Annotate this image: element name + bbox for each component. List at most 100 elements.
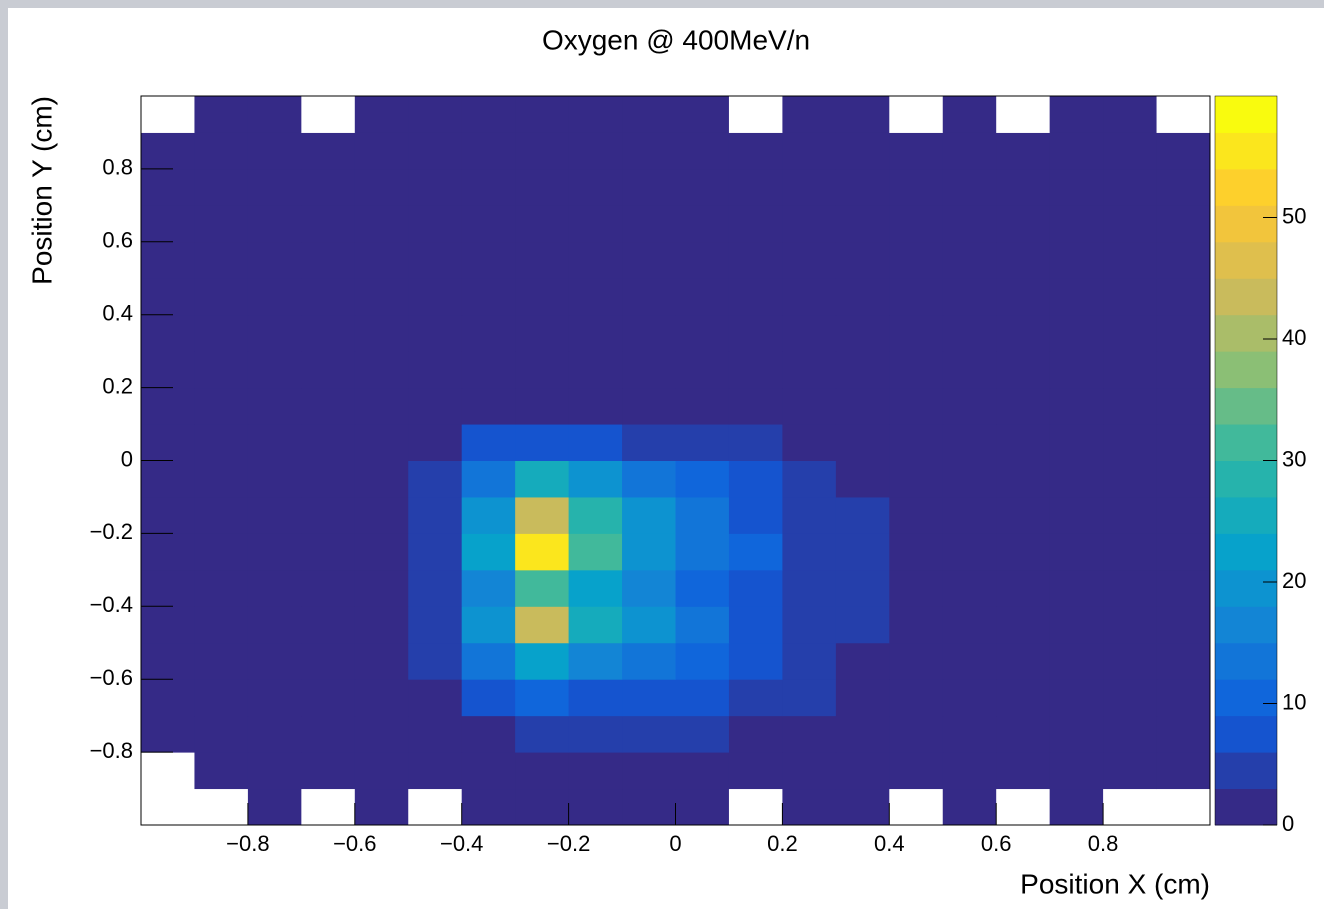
heat-cell bbox=[194, 606, 249, 644]
heat-cell bbox=[515, 496, 570, 534]
heat-cell bbox=[247, 496, 302, 534]
heat-cell bbox=[461, 569, 516, 607]
heat-cell bbox=[675, 679, 730, 717]
heat-cell bbox=[568, 241, 623, 279]
heat-cell bbox=[301, 241, 356, 279]
colorbar-tick-label: 0 bbox=[1282, 811, 1294, 836]
heat-cell bbox=[942, 569, 997, 607]
heat-cell bbox=[889, 715, 944, 753]
heat-cell bbox=[408, 351, 463, 389]
heat-cell bbox=[461, 205, 516, 243]
colorbar-tick-label: 30 bbox=[1282, 446, 1306, 471]
heat-cell bbox=[568, 460, 623, 498]
heat-cell bbox=[247, 460, 302, 498]
colorbar-band bbox=[1215, 132, 1277, 170]
colorbar-band bbox=[1215, 314, 1277, 352]
heat-cell bbox=[1103, 715, 1158, 753]
y-axis-label: Position Y (cm) bbox=[26, 96, 57, 285]
heat-cell bbox=[1049, 496, 1104, 534]
heat-cell bbox=[568, 168, 623, 206]
heat-cell bbox=[141, 278, 195, 316]
heat-cell bbox=[782, 314, 837, 352]
heat-cell bbox=[568, 606, 623, 644]
heat-cell bbox=[1049, 679, 1104, 717]
heat-cell bbox=[835, 569, 890, 607]
heat-cell bbox=[141, 569, 195, 607]
x-axis-label: Position X (cm) bbox=[1020, 868, 1210, 899]
heat-cell bbox=[515, 424, 570, 461]
heat-cell bbox=[782, 642, 837, 680]
heat-cell bbox=[247, 642, 302, 680]
heat-cell bbox=[301, 387, 356, 425]
heat-cell bbox=[1049, 96, 1104, 133]
heat-cell bbox=[996, 314, 1051, 352]
heat-cell bbox=[728, 533, 783, 571]
heat-cell bbox=[408, 387, 463, 425]
heat-cell bbox=[996, 715, 1051, 753]
heat-cell bbox=[1049, 533, 1104, 571]
heat-cell bbox=[194, 496, 249, 534]
heat-cell bbox=[782, 278, 837, 316]
colorbar-band bbox=[1215, 715, 1277, 753]
heat-cell bbox=[622, 460, 676, 498]
heat-cell bbox=[728, 715, 783, 753]
heat-cell bbox=[728, 132, 783, 170]
heat-cell bbox=[1049, 168, 1104, 206]
heat-cell bbox=[247, 278, 302, 316]
heat-cell bbox=[301, 424, 356, 461]
heat-cell bbox=[1103, 96, 1158, 133]
heat-cell bbox=[461, 606, 516, 644]
x-tick-label: −0.4 bbox=[440, 831, 483, 856]
heat-cell bbox=[942, 168, 997, 206]
heat-cell bbox=[622, 569, 676, 607]
heat-cell bbox=[622, 132, 676, 170]
heat-cell bbox=[1103, 387, 1158, 425]
heat-cell bbox=[515, 606, 570, 644]
heat-cell bbox=[1156, 387, 1211, 425]
heat-cell bbox=[194, 715, 249, 753]
heat-cell bbox=[835, 351, 890, 389]
heat-cell bbox=[515, 387, 570, 425]
heat-cell bbox=[675, 314, 730, 352]
heat-cell bbox=[622, 715, 676, 753]
heat-cell bbox=[301, 679, 356, 717]
y-tick-label: −0.6 bbox=[90, 665, 133, 690]
heat-cell bbox=[1103, 314, 1158, 352]
heat-cell bbox=[568, 205, 623, 243]
heat-cell bbox=[568, 496, 623, 534]
heat-cell bbox=[1103, 351, 1158, 389]
heat-cell bbox=[354, 679, 409, 717]
x-tick-label: −0.2 bbox=[547, 831, 590, 856]
heat-cell bbox=[301, 132, 356, 170]
heat-cell bbox=[622, 241, 676, 279]
heat-cell bbox=[141, 205, 195, 243]
heat-cell bbox=[782, 533, 837, 571]
heat-cell bbox=[675, 132, 730, 170]
heat-cell bbox=[996, 351, 1051, 389]
x-tick-label: 0.6 bbox=[981, 831, 1012, 856]
heat-cell bbox=[889, 387, 944, 425]
heat-cell bbox=[835, 424, 890, 461]
heat-cell bbox=[408, 533, 463, 571]
heat-cell bbox=[622, 679, 676, 717]
heat-cell bbox=[515, 569, 570, 607]
heat-cell bbox=[622, 168, 676, 206]
heat-cell bbox=[194, 752, 249, 790]
heat-cell bbox=[301, 642, 356, 680]
heat-cell bbox=[675, 387, 730, 425]
heat-cell bbox=[1103, 460, 1158, 498]
heat-cell bbox=[728, 642, 783, 680]
heat-cell bbox=[1049, 132, 1104, 170]
colorbar-tick-label: 20 bbox=[1282, 568, 1306, 593]
heat-cell bbox=[1156, 278, 1211, 316]
heat-cell bbox=[782, 752, 837, 790]
heat-cell bbox=[354, 569, 409, 607]
heat-cell bbox=[141, 752, 195, 790]
heat-cell bbox=[141, 460, 195, 498]
heat-cell bbox=[354, 752, 409, 790]
heat-cell bbox=[889, 351, 944, 389]
heat-cell bbox=[301, 533, 356, 571]
heat-cell bbox=[728, 788, 783, 826]
heat-cell bbox=[247, 96, 302, 133]
